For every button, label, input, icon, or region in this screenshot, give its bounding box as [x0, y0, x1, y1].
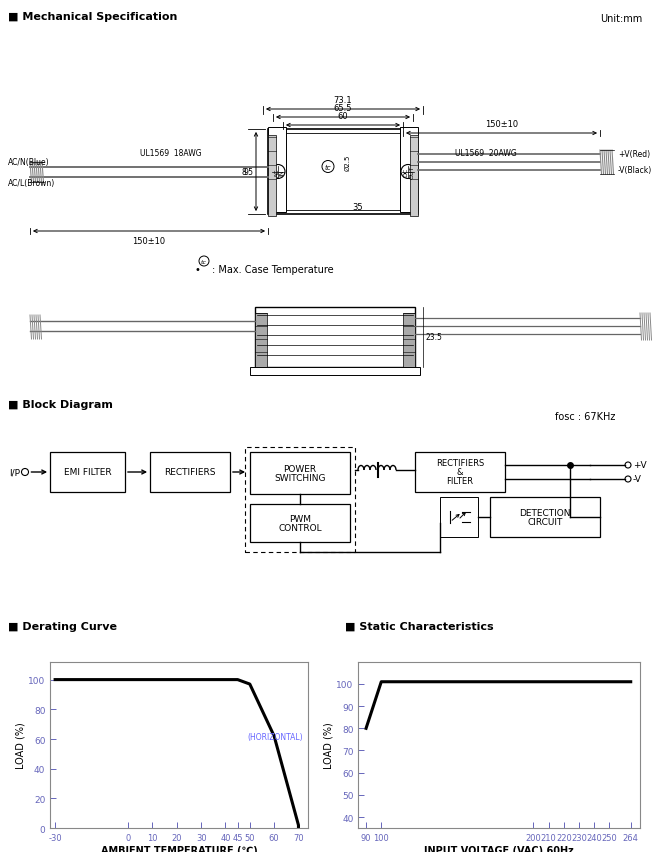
- Text: AC/N(Blue): AC/N(Blue): [8, 158, 50, 167]
- Text: tc: tc: [325, 164, 331, 170]
- Bar: [255, 314, 267, 370]
- Bar: [250, 367, 420, 376]
- Bar: [268, 135, 276, 216]
- Text: AC: AC: [275, 168, 279, 176]
- Text: POWER: POWER: [283, 464, 316, 474]
- Text: Ø2.5: Ø2.5: [345, 154, 351, 170]
- Text: 35: 35: [352, 202, 363, 211]
- Text: ■ Static Characteristics: ■ Static Characteristics: [345, 621, 494, 631]
- Text: AC/L(Brown): AC/L(Brown): [8, 179, 55, 187]
- Text: UL1569  18AWG: UL1569 18AWG: [140, 148, 202, 158]
- Text: •: •: [195, 265, 204, 274]
- Text: tc: tc: [201, 259, 207, 264]
- Bar: [410, 135, 418, 216]
- Text: DC: DC: [403, 168, 409, 177]
- Bar: [150, 452, 230, 492]
- Text: OUT: OUT: [409, 165, 415, 179]
- Bar: [245, 447, 355, 552]
- Y-axis label: LOAD (%): LOAD (%): [324, 722, 334, 769]
- Text: -V: -V: [633, 475, 642, 484]
- Bar: [403, 314, 415, 370]
- Text: CONTROL: CONTROL: [278, 523, 322, 532]
- Text: +V(Red): +V(Red): [618, 150, 650, 159]
- Text: PWM: PWM: [289, 515, 311, 523]
- Bar: [268, 128, 286, 213]
- Text: RECTIFIERS: RECTIFIERS: [436, 459, 484, 468]
- Text: fosc : 67KHz: fosc : 67KHz: [555, 412, 615, 422]
- Text: EMI FILTER: EMI FILTER: [64, 468, 111, 477]
- Text: CIRCUIT: CIRCUIT: [527, 517, 563, 527]
- Text: +V: +V: [633, 461, 647, 470]
- Bar: [255, 308, 415, 367]
- Text: : Max. Case Temperature: : Max. Case Temperature: [212, 265, 334, 274]
- Bar: [490, 498, 600, 538]
- Bar: [440, 498, 478, 538]
- Text: Unit:mm: Unit:mm: [600, 14, 643, 24]
- Text: ■ Mechanical Specification: ■ Mechanical Specification: [8, 12, 178, 22]
- Text: SWITCHING: SWITCHING: [274, 474, 326, 482]
- Bar: [250, 452, 350, 494]
- Text: 150±10: 150±10: [133, 237, 165, 245]
- Bar: [268, 130, 418, 215]
- Text: IN: IN: [279, 169, 285, 176]
- Text: RECTIFIERS: RECTIFIERS: [164, 468, 216, 477]
- Text: I/P: I/P: [9, 468, 20, 477]
- X-axis label: AMBIENT TEMPERATURE (℃): AMBIENT TEMPERATURE (℃): [101, 845, 257, 852]
- Text: DETECTION: DETECTION: [519, 509, 571, 517]
- Bar: [415, 452, 505, 492]
- Bar: [400, 128, 418, 213]
- Text: 60: 60: [338, 112, 348, 121]
- Y-axis label: LOAD (%): LOAD (%): [15, 722, 25, 769]
- Text: ■ Derating Curve: ■ Derating Curve: [8, 621, 117, 631]
- Bar: [50, 452, 125, 492]
- Text: 9: 9: [243, 168, 248, 177]
- Text: 23.5: 23.5: [425, 333, 442, 343]
- Text: &: &: [457, 468, 463, 477]
- X-axis label: INPUT VOLTAGE (VAC) 60Hz: INPUT VOLTAGE (VAC) 60Hz: [424, 845, 574, 852]
- Text: 73.1: 73.1: [334, 96, 352, 105]
- Text: 8.5: 8.5: [241, 168, 253, 177]
- Text: 150±10: 150±10: [485, 120, 518, 129]
- Text: ■ Block Diagram: ■ Block Diagram: [8, 400, 113, 410]
- Bar: [272, 134, 414, 210]
- Bar: [250, 504, 350, 543]
- Text: 65.5: 65.5: [334, 104, 352, 112]
- Text: -V(Black): -V(Black): [618, 166, 653, 176]
- Text: (HORIZONTAL): (HORIZONTAL): [248, 732, 304, 740]
- Text: FILTER: FILTER: [446, 477, 474, 486]
- Text: UL1569  20AWG: UL1569 20AWG: [455, 148, 517, 158]
